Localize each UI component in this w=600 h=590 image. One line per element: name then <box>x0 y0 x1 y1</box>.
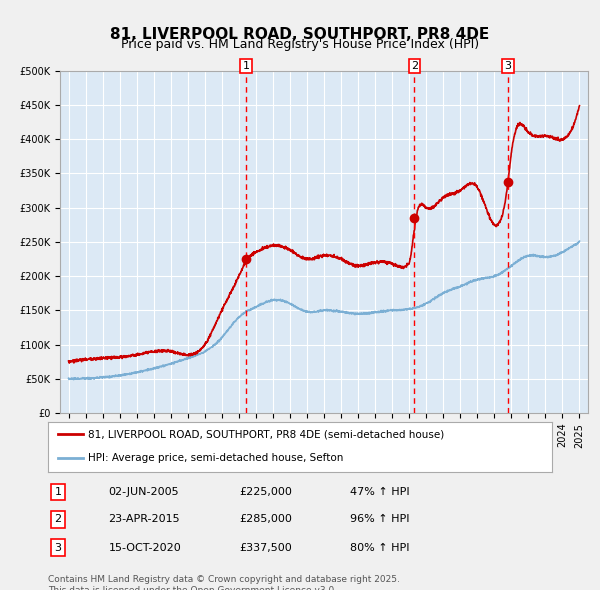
Text: 47% ↑ HPI: 47% ↑ HPI <box>350 487 410 497</box>
Text: 80% ↑ HPI: 80% ↑ HPI <box>350 543 410 553</box>
Text: 3: 3 <box>55 543 62 553</box>
Text: Contains HM Land Registry data © Crown copyright and database right 2025.
This d: Contains HM Land Registry data © Crown c… <box>48 575 400 590</box>
Text: 1: 1 <box>55 487 62 497</box>
Text: £337,500: £337,500 <box>239 543 292 553</box>
Text: 2: 2 <box>411 61 418 71</box>
Text: 96% ↑ HPI: 96% ↑ HPI <box>350 514 410 525</box>
Text: 2: 2 <box>55 514 62 525</box>
Text: £285,000: £285,000 <box>239 514 292 525</box>
Text: 02-JUN-2005: 02-JUN-2005 <box>109 487 179 497</box>
Text: 15-OCT-2020: 15-OCT-2020 <box>109 543 181 553</box>
Text: 23-APR-2015: 23-APR-2015 <box>109 514 180 525</box>
Text: 81, LIVERPOOL ROAD, SOUTHPORT, PR8 4DE (semi-detached house): 81, LIVERPOOL ROAD, SOUTHPORT, PR8 4DE (… <box>88 430 445 440</box>
Text: 1: 1 <box>242 61 250 71</box>
Text: 81, LIVERPOOL ROAD, SOUTHPORT, PR8 4DE: 81, LIVERPOOL ROAD, SOUTHPORT, PR8 4DE <box>110 27 490 41</box>
Text: £225,000: £225,000 <box>239 487 292 497</box>
Text: HPI: Average price, semi-detached house, Sefton: HPI: Average price, semi-detached house,… <box>88 453 344 463</box>
Text: 3: 3 <box>504 61 511 71</box>
Text: Price paid vs. HM Land Registry's House Price Index (HPI): Price paid vs. HM Land Registry's House … <box>121 38 479 51</box>
